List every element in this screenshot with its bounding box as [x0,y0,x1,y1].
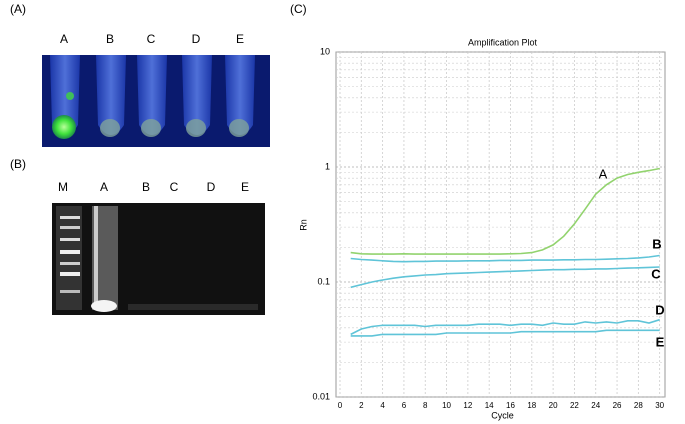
x-tick-label: 6 [402,401,407,410]
x-tick-label: 22 [570,401,579,410]
x-tick-label: 30 [655,401,664,410]
lane-label: D [192,32,201,46]
y-tick-label: 0.1 [317,276,330,286]
panel-label: (B) [10,157,26,171]
y-tick-label: 1 [325,161,330,171]
x-axis-label: Cycle [491,410,514,420]
x-tick-label: 24 [591,401,600,410]
series-label: B [652,236,661,251]
x-tick-label: 26 [613,401,622,410]
x-tick-label: 18 [527,401,536,410]
series-line [350,167,660,255]
tube-photo [42,55,270,147]
x-tick-label: 8 [423,401,428,410]
y-tick-label: 0.01 [312,391,330,401]
series-line [350,329,660,337]
panel-label: (C) [290,2,307,16]
panel-label: (A) [10,2,26,16]
lane-label: B [142,180,150,194]
lane-label: E [236,32,244,46]
plot-area [335,51,666,398]
series-line [350,318,660,336]
series-line [350,254,660,263]
x-tick-label: 12 [463,401,472,410]
x-tick-label: 0 [338,401,343,410]
lane-label: D [207,180,216,194]
lane-label: M [58,180,68,194]
gel-photo [52,203,265,315]
lane-label: A [100,180,108,194]
series-label: C [651,266,661,281]
x-tick-label: 4 [380,401,385,410]
series-line [350,266,660,289]
chart-title: Amplification Plot [468,37,538,47]
lane-label: C [147,32,156,46]
x-tick-label: 20 [549,401,558,410]
lane-label: A [60,32,68,46]
series-label: D [655,302,664,317]
y-axis-label: Rn [298,219,308,231]
series-label: A [599,166,608,181]
series-label: E [656,334,665,349]
lane-label: B [106,32,114,46]
x-tick-label: 2 [359,401,364,410]
y-tick-label: 10 [320,46,330,56]
x-tick-label: 28 [634,401,643,410]
lane-label: C [170,180,179,194]
x-tick-label: 10 [442,401,451,410]
x-tick-label: 14 [485,401,494,410]
x-tick-label: 16 [506,401,515,410]
lane-label: E [241,180,249,194]
